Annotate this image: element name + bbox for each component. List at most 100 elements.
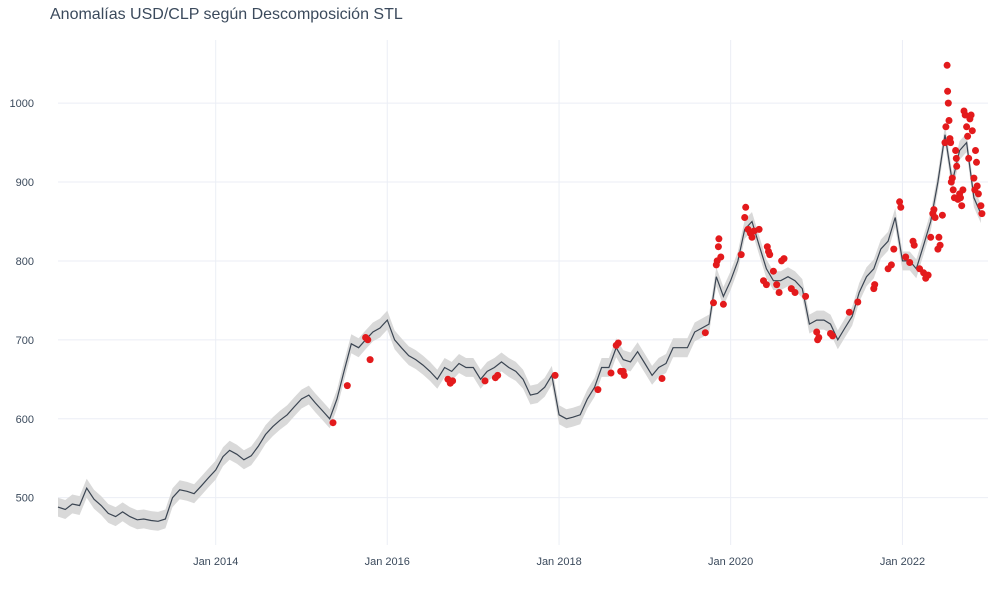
- anomaly-point: [829, 332, 837, 340]
- anomaly-point: [972, 147, 979, 154]
- anomaly-point: [813, 328, 821, 336]
- anomaly-point: [945, 117, 953, 124]
- anomaly-point: [964, 132, 972, 140]
- x-tick-label: Jan 2016: [365, 556, 410, 568]
- anomaly-point: [766, 251, 774, 259]
- anomaly-point: [906, 259, 914, 266]
- anomaly-point: [594, 386, 602, 394]
- anomaly-point: [943, 61, 951, 69]
- anomaly-point: [935, 233, 943, 241]
- anomaly-point: [773, 281, 781, 289]
- anomaly-point: [742, 203, 750, 211]
- anomaly-point: [762, 281, 770, 289]
- anomaly-point: [620, 371, 628, 379]
- anomaly-point: [963, 123, 971, 131]
- y-tick-label: 900: [16, 177, 34, 189]
- y-tick-label: 600: [16, 414, 34, 426]
- anomaly-point: [970, 174, 978, 182]
- anomaly-point: [887, 261, 895, 269]
- anomaly-point: [329, 419, 337, 427]
- anomaly-point: [481, 377, 489, 385]
- anomaly-point: [494, 371, 502, 379]
- anomaly-point: [947, 139, 955, 147]
- anomaly-point: [949, 186, 957, 194]
- anomaly-point: [967, 111, 975, 119]
- anomaly-point: [780, 255, 788, 263]
- anomaly-point: [968, 127, 976, 135]
- anomaly-point: [952, 147, 960, 154]
- anomaly-point: [978, 210, 986, 218]
- anomaly-point: [902, 253, 910, 261]
- anomaly-point: [973, 182, 981, 190]
- price-line: [57, 134, 982, 522]
- anomaly-point: [957, 194, 964, 202]
- anomaly-point: [961, 111, 969, 119]
- anomaly-point: [775, 289, 783, 296]
- x-tick-label: Jan 2022: [880, 556, 925, 568]
- anomaly-point: [748, 233, 756, 241]
- anomaly-point: [551, 371, 559, 379]
- x-axis-ticks: Jan 2014 Jan 2016 Jan 2018 Jan 2020 Jan 2022: [193, 556, 925, 568]
- anomaly-point: [871, 281, 879, 289]
- anomaly-point: [769, 267, 777, 275]
- anomaly-point: [942, 123, 950, 131]
- y-tick-label: 700: [16, 335, 34, 347]
- anomaly-point: [977, 202, 985, 210]
- anomaly-point: [719, 300, 727, 308]
- y-tick-label: 800: [16, 256, 34, 268]
- anomaly-point: [974, 190, 982, 198]
- anomaly-point: [965, 154, 973, 162]
- y-axis-ticks: 500 600 700 800 900 1000: [10, 98, 34, 505]
- grid: [58, 40, 988, 545]
- anomaly-point: [953, 162, 961, 170]
- anomaly-point: [845, 308, 853, 316]
- anomaly-point: [710, 299, 717, 307]
- confidence-band: [58, 125, 981, 531]
- anomaly-point: [614, 339, 622, 347]
- anomaly-point: [607, 369, 615, 377]
- anomaly-point: [815, 334, 823, 341]
- chart-title: Anomalías USD/CLP según Descomposición S…: [50, 6, 403, 23]
- anomaly-point: [791, 289, 799, 296]
- x-tick-label: Jan 2020: [708, 556, 753, 568]
- anomaly-point: [958, 202, 966, 210]
- anomaly-point: [973, 158, 980, 166]
- anomaly-point: [948, 174, 956, 182]
- anomaly-point: [897, 203, 905, 211]
- anomaly-point: [927, 233, 935, 241]
- x-tick-label: Jan 2014: [193, 556, 238, 568]
- y-tick-label: 500: [16, 493, 34, 505]
- anomaly-point: [717, 253, 725, 261]
- confidence-band-area: [58, 125, 981, 531]
- anomaly-point: [944, 87, 952, 95]
- anomaly-points: [329, 61, 986, 427]
- anomaly-point: [910, 241, 918, 249]
- anomaly-point: [854, 298, 862, 306]
- anomaly-point: [930, 206, 938, 214]
- anomaly-point: [944, 99, 952, 107]
- price-series-line: [57, 134, 982, 522]
- anomaly-point: [755, 225, 763, 233]
- anomaly-point: [936, 241, 944, 249]
- anomaly-point: [658, 375, 666, 382]
- anomaly-point: [741, 214, 749, 221]
- anomaly-point: [941, 139, 949, 147]
- anomaly-point: [890, 245, 898, 253]
- anomaly-point: [366, 356, 374, 364]
- anomaly-point: [931, 214, 939, 221]
- anomaly-point: [924, 271, 932, 279]
- anomaly-point: [737, 251, 745, 259]
- anomaly-point: [896, 198, 904, 206]
- anomaly-point: [714, 243, 722, 251]
- anomaly-point: [701, 329, 709, 337]
- anomaly-point: [802, 292, 810, 300]
- y-tick-label: 1000: [10, 98, 34, 110]
- anomaly-point: [938, 211, 946, 219]
- anomaly-point: [959, 186, 967, 194]
- x-tick-label: Jan 2018: [536, 556, 581, 568]
- anomaly-point: [952, 154, 960, 162]
- anomaly-point: [715, 235, 723, 243]
- anomaly-point: [364, 336, 372, 344]
- anomaly-point: [343, 382, 351, 390]
